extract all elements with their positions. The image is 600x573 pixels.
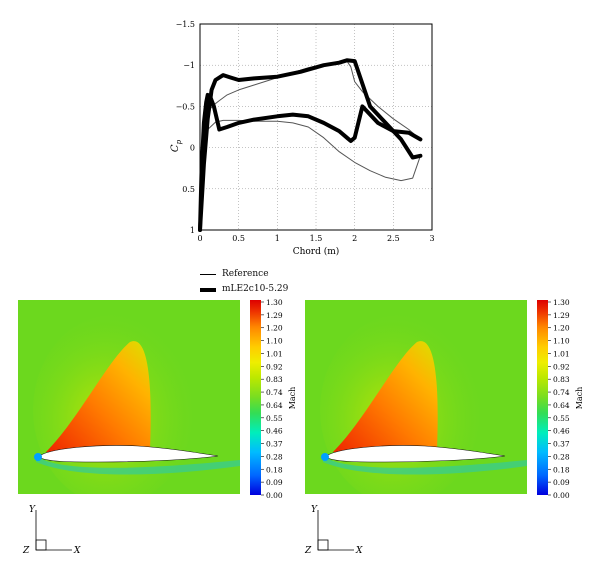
x-axis-letter: X xyxy=(355,546,363,556)
x-tick-label: 1.5 xyxy=(310,234,323,243)
x-tick-label: 0 xyxy=(197,234,202,243)
z-axis-letter: Z xyxy=(304,546,312,556)
mach-contour-reference xyxy=(18,300,240,494)
wake-region xyxy=(323,456,527,475)
series-line-reference-upper xyxy=(199,60,421,231)
colorbar-tick-label: 0.46 xyxy=(553,427,570,436)
wake-region xyxy=(36,456,240,475)
colorbar-tick-label: 1.29 xyxy=(266,311,283,320)
z-axis-box xyxy=(317,539,329,551)
stagnation-point xyxy=(321,453,329,461)
chart-legend: Reference mLE2c10-5.29 xyxy=(200,267,288,297)
colorbar-tick-label: 0.00 xyxy=(266,491,283,498)
cp-chart: 0 0.5 1 1.5 2 2.5 3 −1.5−1−0.500.51 Chord (m) … xyxy=(170,20,435,257)
colorbar-tick-label: 0.09 xyxy=(553,478,570,487)
colorbar-tick-label: 0.00 xyxy=(553,491,570,498)
colorbar-tick-label: 0.46 xyxy=(266,427,283,436)
colorbar-tick-label: 0.64 xyxy=(266,401,283,410)
x-tick-label: 0.5 xyxy=(232,234,245,243)
mach-colorbar-left: 1.30 1.29 1.20 1.10 1.01 0.92 0.83 0.74 0.64 0.55… xyxy=(250,298,297,498)
y-axis-label-group: Cp xyxy=(170,139,183,152)
colorbar-gradient xyxy=(537,300,548,495)
colorbar-tick-label: 0.74 xyxy=(553,388,570,397)
airfoil-shape xyxy=(37,445,219,463)
stagnation-point xyxy=(34,453,42,461)
chart-grid xyxy=(199,23,433,231)
y-axis-label-sub: p xyxy=(175,139,183,144)
y-tick-label: 1 xyxy=(190,226,195,235)
y-axis-label-main: C xyxy=(170,144,181,152)
colorbar-tick-label: 0.18 xyxy=(266,465,283,474)
z-axis-letter: Z xyxy=(22,546,30,556)
x-tick-label: 3 xyxy=(429,234,434,243)
series-line-mle2c10-lower xyxy=(198,58,423,232)
y-tick-labels: −1.5 −1 −0.5 0 0.5 1 xyxy=(176,20,195,235)
colorbar-label: Mach xyxy=(575,387,584,410)
legend-label: Reference xyxy=(222,269,269,279)
colorbar-tick-label: 0.37 xyxy=(553,440,570,449)
legend-swatch-thin xyxy=(200,274,216,275)
colorbar-tick-label: 0.83 xyxy=(266,375,283,384)
y-tick-label: −1 xyxy=(183,61,195,70)
colorbar-tick-label: 0.64 xyxy=(553,401,570,410)
colorbar-tick-label: 1.30 xyxy=(266,298,283,307)
colorbar-tick-label: 0.37 xyxy=(266,440,283,449)
colorbar-tick-label: 1.29 xyxy=(553,311,570,320)
x-axis-label: Chord (m) xyxy=(293,246,340,257)
colorbar-tick-label: 1.10 xyxy=(553,337,570,346)
axis-indicator-left: Y Z X xyxy=(22,505,81,556)
x-tick-label: 2.5 xyxy=(387,234,400,243)
y-tick-label: −1.5 xyxy=(176,20,195,29)
mach-contour-mle2c10 xyxy=(305,300,527,494)
y-tick-label: 0 xyxy=(190,144,195,153)
colorbar-tick-label: 1.30 xyxy=(553,298,570,307)
colorbar-ticks: 1.30 1.29 1.20 1.10 1.01 0.92 0.83 0.74 0.64 0.55… xyxy=(548,298,570,498)
mach-colorbar-right: 1.30 1.29 1.20 1.10 1.01 0.92 0.83 0.74 0.64 0.55… xyxy=(537,298,584,498)
colorbar-tick-label: 0.55 xyxy=(553,414,570,423)
colorbar-tick-label: 0.09 xyxy=(266,478,283,487)
colorbar-tick-label: 1.01 xyxy=(266,349,283,358)
y-tick-label: 0.5 xyxy=(182,185,195,194)
airfoil-shape xyxy=(324,445,506,463)
supersonic-region xyxy=(46,341,151,456)
colorbar-ticks: 1.30 1.29 1.20 1.10 1.01 0.92 0.83 0.74 0.64 0.55… xyxy=(261,298,283,498)
z-axis-box xyxy=(35,539,47,551)
chart-plot-frame xyxy=(199,23,433,231)
supersonic-region xyxy=(333,341,438,456)
legend-label: mLE2c10-5.29 xyxy=(222,284,289,294)
colorbar-tick-label: 0.92 xyxy=(266,362,283,371)
colorbar-gradient xyxy=(250,300,261,495)
x-axis-letter: X xyxy=(73,546,81,556)
y-axis-label: Cp xyxy=(170,139,183,152)
colorbar-tick-label: 1.20 xyxy=(553,324,570,333)
axis-indicator-right: Y Z X xyxy=(304,505,363,556)
x-tick-label: 2 xyxy=(352,234,357,243)
colorbar-tick-label: 0.92 xyxy=(553,362,570,371)
colorbar-label: Mach xyxy=(288,387,297,410)
colorbar-tick-label: 0.18 xyxy=(553,465,570,474)
colorbar-tick-label: 0.74 xyxy=(266,388,283,397)
series-line-reference-lower xyxy=(199,119,421,231)
colorbar-tick-label: 0.28 xyxy=(553,452,570,461)
colorbar-tick-label: 1.01 xyxy=(553,349,570,358)
colorbar-tick-label: 1.10 xyxy=(266,337,283,346)
colorbar-tick-label: 0.28 xyxy=(266,452,283,461)
x-tick-labels: 0 0.5 1 1.5 2 2.5 3 xyxy=(197,234,434,243)
y-axis-letter: Y xyxy=(311,505,318,515)
y-axis-letter: Y xyxy=(29,505,36,515)
colorbar-tick-label: 0.55 xyxy=(266,414,283,423)
colorbar-tick-label: 0.83 xyxy=(553,375,570,384)
legend-item-mle2c10: mLE2c10-5.29 xyxy=(200,282,288,297)
series-line-mle2c10-upper xyxy=(198,92,423,232)
y-tick-label: −0.5 xyxy=(176,102,195,111)
chart-series xyxy=(198,58,423,232)
legend-item-reference: Reference xyxy=(200,267,288,282)
legend-swatch-thick xyxy=(200,287,216,292)
x-tick-label: 1 xyxy=(275,234,280,243)
colorbar-tick-label: 1.20 xyxy=(266,324,283,333)
